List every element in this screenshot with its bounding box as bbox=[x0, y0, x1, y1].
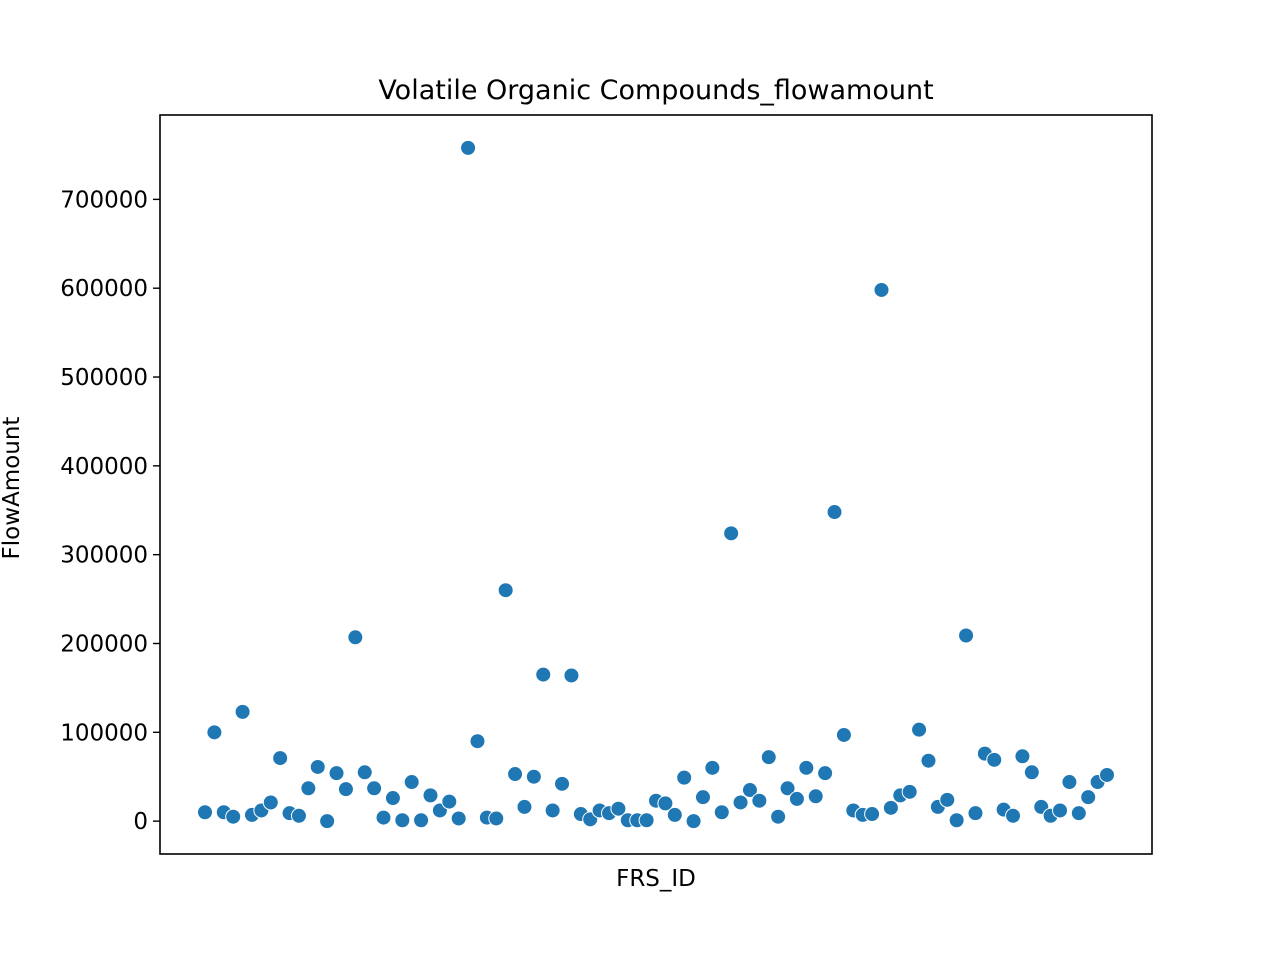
data-point bbox=[676, 769, 693, 786]
data-point bbox=[525, 768, 542, 785]
data-point bbox=[751, 792, 768, 809]
data-point bbox=[319, 813, 336, 830]
data-point bbox=[497, 582, 514, 599]
y-tick-label: 400000 bbox=[60, 454, 148, 480]
data-point bbox=[441, 793, 458, 810]
data-point bbox=[920, 752, 937, 769]
data-point bbox=[300, 780, 317, 797]
data-point bbox=[1023, 764, 1040, 781]
data-point bbox=[1061, 774, 1078, 791]
data-point bbox=[817, 765, 834, 782]
data-point bbox=[685, 813, 702, 830]
data-point bbox=[1052, 802, 1069, 819]
data-point bbox=[197, 804, 213, 821]
data-point bbox=[770, 808, 787, 825]
data-point bbox=[760, 749, 777, 766]
data-point bbox=[366, 780, 383, 797]
data-point bbox=[356, 764, 373, 781]
data-point bbox=[1070, 805, 1087, 822]
data-point bbox=[694, 789, 711, 806]
data-point bbox=[873, 281, 890, 298]
data-point bbox=[469, 733, 486, 750]
y-tick-label: 100000 bbox=[60, 720, 148, 746]
data-point bbox=[939, 791, 956, 808]
data-point bbox=[234, 703, 251, 720]
data-point bbox=[290, 807, 307, 824]
plot-area-frame bbox=[159, 114, 1153, 855]
data-points bbox=[197, 139, 1115, 830]
data-point bbox=[413, 812, 430, 829]
data-point bbox=[986, 751, 1003, 768]
data-point bbox=[272, 750, 289, 767]
data-point bbox=[394, 812, 411, 829]
data-point bbox=[460, 139, 477, 156]
y-tick-label: 600000 bbox=[60, 276, 148, 302]
data-point bbox=[657, 795, 674, 812]
data-point bbox=[911, 721, 928, 738]
y-tick-label: 200000 bbox=[60, 631, 148, 657]
data-point bbox=[206, 724, 223, 741]
data-point bbox=[403, 774, 420, 791]
data-point bbox=[713, 804, 730, 821]
data-point bbox=[1099, 766, 1115, 783]
data-point bbox=[835, 726, 852, 743]
data-point bbox=[422, 787, 439, 804]
data-point bbox=[347, 629, 364, 646]
data-point bbox=[610, 800, 627, 817]
data-point bbox=[507, 766, 524, 783]
data-point bbox=[384, 790, 401, 807]
data-point bbox=[882, 799, 899, 816]
data-point bbox=[337, 781, 354, 798]
data-point bbox=[779, 780, 796, 797]
y-axis-ticks: 0 100000 200000 300000 400000 500000 600000 700… bbox=[60, 187, 160, 835]
data-point bbox=[948, 812, 965, 829]
y-tick-label: 500000 bbox=[60, 365, 148, 391]
data-point bbox=[309, 758, 326, 775]
data-point bbox=[826, 504, 843, 521]
data-point bbox=[704, 759, 721, 776]
data-point bbox=[788, 790, 805, 807]
data-point bbox=[1014, 748, 1031, 765]
data-point bbox=[516, 798, 533, 815]
y-tick-label: 700000 bbox=[60, 187, 148, 213]
data-point bbox=[554, 775, 571, 792]
data-point bbox=[967, 805, 984, 822]
data-point bbox=[1005, 807, 1022, 824]
data-point bbox=[563, 667, 580, 684]
data-point bbox=[488, 810, 505, 827]
data-point bbox=[798, 759, 815, 776]
data-point bbox=[901, 783, 918, 800]
data-point bbox=[807, 788, 824, 805]
y-axis-label: FlowAmount bbox=[0, 417, 25, 560]
data-point bbox=[958, 627, 975, 644]
data-point bbox=[225, 808, 242, 825]
data-point bbox=[638, 812, 655, 829]
data-point bbox=[375, 809, 392, 826]
data-point bbox=[723, 525, 740, 542]
data-point bbox=[1080, 789, 1097, 806]
data-point bbox=[864, 806, 881, 823]
data-point bbox=[450, 810, 467, 827]
data-point bbox=[328, 765, 345, 782]
data-point bbox=[544, 802, 561, 819]
data-point bbox=[262, 794, 279, 811]
chart-title: Volatile Organic Compounds_flowamount bbox=[378, 75, 933, 106]
data-point bbox=[666, 806, 683, 823]
y-tick-label: 0 bbox=[133, 809, 148, 835]
data-point bbox=[741, 782, 758, 799]
data-point bbox=[732, 794, 749, 811]
data-point bbox=[535, 666, 552, 683]
y-tick-label: 300000 bbox=[60, 543, 148, 569]
x-axis-label: FRS_ID bbox=[616, 866, 696, 892]
